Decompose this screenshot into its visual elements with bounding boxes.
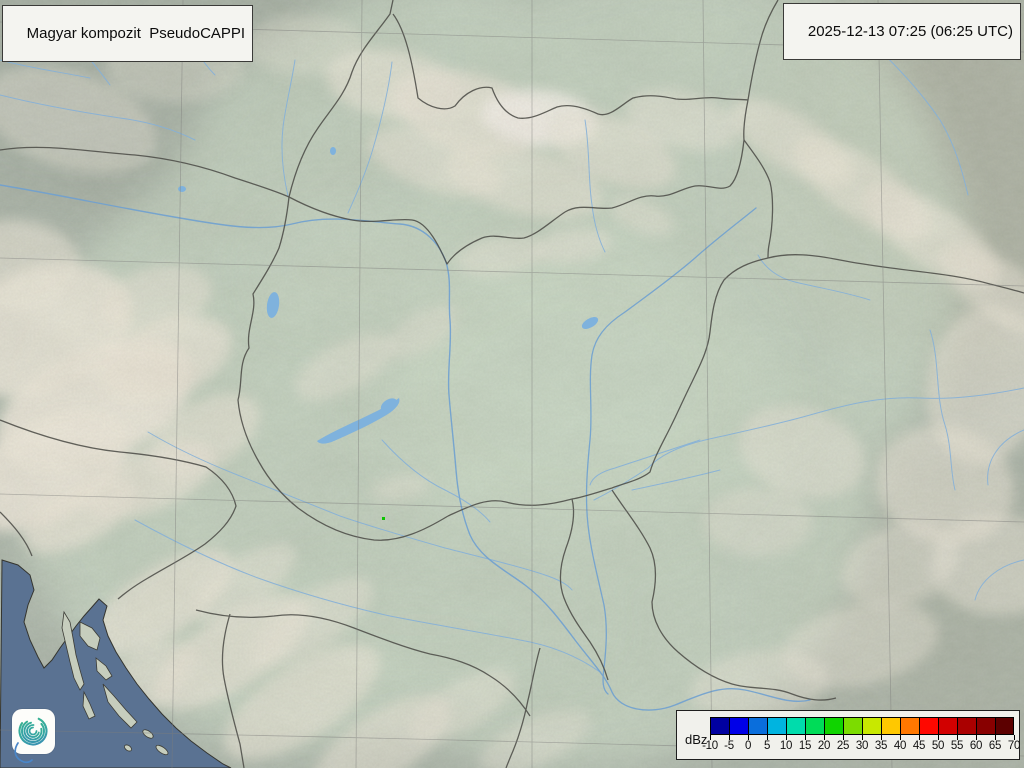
scale-swatch — [995, 717, 1014, 735]
scale-swatch — [881, 717, 900, 735]
scale-tick-mark — [710, 735, 711, 740]
lake-balaton-ne — [380, 398, 398, 412]
scale-swatch — [710, 717, 729, 735]
product-title: Magyar kompozit PseudoCAPPI — [26, 25, 246, 42]
scale-tick-mark — [748, 735, 749, 740]
lake-tisza — [581, 317, 599, 329]
scale-tick-label: 15 — [798, 740, 812, 752]
scale-tick-label: -5 — [724, 740, 734, 752]
product-title-badge: Magyar kompozit PseudoCAPPI — [2, 5, 254, 62]
scale-tick-mark — [805, 735, 806, 740]
scale-tick-mark — [995, 735, 996, 740]
adriatic-sea — [0, 559, 232, 768]
scale-swatch — [824, 717, 843, 735]
scale-tick-mark — [729, 735, 730, 740]
scale-tick-mark — [957, 735, 958, 740]
dbz-unit-label: dBz — [685, 732, 708, 747]
lake-neusiedl — [266, 292, 280, 318]
scale-tick-mark — [767, 735, 768, 740]
scale-tick-mark — [824, 735, 825, 740]
scale-tick-label: 0 — [744, 740, 752, 752]
scale-tick-mark — [919, 735, 920, 740]
hungaromet-logo — [12, 709, 55, 764]
scale-tick-label: 5 — [763, 740, 771, 752]
scale-tick-mark — [938, 735, 939, 740]
scale-tick-label: 45 — [912, 740, 926, 752]
rivers — [0, 19, 1024, 711]
scale-swatch — [938, 717, 957, 735]
scale-tick-label: 10 — [779, 740, 793, 752]
scale-swatch — [843, 717, 862, 735]
scale-swatch — [729, 717, 748, 735]
scale-swatch — [786, 717, 805, 735]
swirl-logo-icon — [14, 716, 48, 764]
scale-tick-label: 70 — [1007, 740, 1021, 752]
scale-tick-mark — [881, 735, 882, 740]
scale-tick-mark — [900, 735, 901, 740]
scale-swatch — [919, 717, 938, 735]
scale-tick-label: 50 — [931, 740, 945, 752]
scale-ticks: -10 -5 0 5 10 15 20 25 30 35 40 45 50 55 60 65 70 — [677, 711, 1021, 759]
scale-swatch — [805, 717, 824, 735]
scale-tick-label: 30 — [855, 740, 869, 752]
scale-tick-label: 40 — [893, 740, 907, 752]
scale-tick-label: 65 — [988, 740, 1002, 752]
radar-echo — [382, 517, 385, 520]
scale-tick-mark — [843, 735, 844, 740]
scale-tick-mark — [1014, 735, 1015, 740]
adriatic-islands — [61, 610, 169, 756]
timestamp-text: 2025-12-13 07:25 (06:25 UTC) — [807, 23, 1013, 40]
scale-tick-label: 55 — [950, 740, 964, 752]
scale-swatch — [748, 717, 767, 735]
lake-balaton — [317, 398, 400, 444]
dbz-color-scale: dBz -10 -5 0 5 10 15 20 25 30 35 40 45 50 55 60 65 70 — [676, 710, 1020, 760]
scale-tick-mark — [976, 735, 977, 740]
scale-swatch — [976, 717, 995, 735]
scale-swatch — [862, 717, 881, 735]
scale-tick-label: 20 — [817, 740, 831, 752]
scale-tick-label: 25 — [836, 740, 850, 752]
scale-swatch — [957, 717, 976, 735]
scale-tick-label: 60 — [969, 740, 983, 752]
scale-tick-mark — [786, 735, 787, 740]
scale-tick-label: 35 — [874, 740, 888, 752]
scale-swatch — [900, 717, 919, 735]
scale-tick-label: -10 — [702, 740, 718, 752]
scale-swatches — [710, 717, 1014, 735]
scale-tick-mark — [862, 735, 863, 740]
timestamp-badge: 2025-12-13 07:25 (06:25 UTC) — [783, 3, 1021, 60]
scale-swatch — [767, 717, 786, 735]
